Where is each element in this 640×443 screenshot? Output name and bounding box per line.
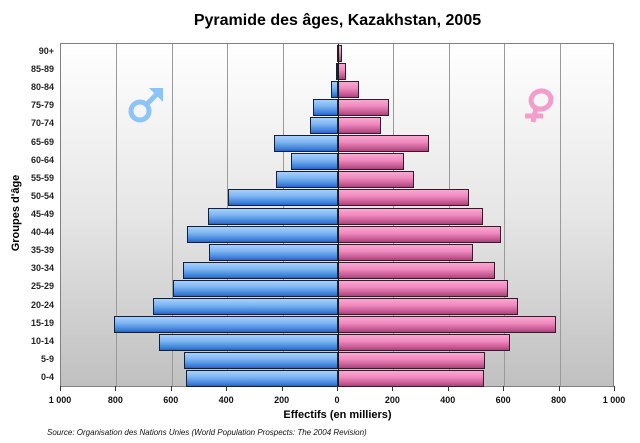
x-tick-label: 600 — [163, 395, 179, 405]
x-tick-mark — [281, 386, 283, 391]
gridline — [504, 44, 506, 386]
female-bar-5-9 — [338, 352, 486, 370]
female-bar-65-69 — [338, 135, 430, 153]
x-tick-mark — [503, 386, 505, 391]
female-bar-40-44 — [338, 225, 502, 243]
x-tick-label: 200 — [384, 395, 400, 405]
y-tick-label: 35-39 — [30, 245, 54, 256]
male-bar-30-34 — [183, 261, 338, 279]
x-tick-label: 800 — [551, 395, 567, 405]
y-tick-label: 10-14 — [30, 335, 54, 346]
y-tick-label: 55-59 — [30, 172, 54, 183]
male-symbol-icon — [128, 88, 163, 123]
y-tick-label: 5-9 — [40, 353, 54, 364]
male-bar-45-49 — [208, 207, 338, 225]
y-tick-label: 50-54 — [30, 190, 54, 201]
male-bar-50-54 — [227, 189, 338, 207]
male-bar-70-74 — [310, 116, 338, 134]
male-bar-10-14 — [159, 334, 338, 352]
x-tick-mark — [60, 386, 61, 391]
x-tick-mark — [558, 386, 560, 391]
y-tick-label: 60-64 — [30, 154, 54, 165]
x-axis-label: Effectifs (en milliers) — [283, 409, 392, 421]
x-tick-mark — [337, 386, 338, 391]
y-tick-label: 25-29 — [30, 281, 54, 292]
male-bar-75-79 — [313, 98, 338, 116]
x-tick-mark — [115, 386, 117, 391]
female-bar-80-84 — [338, 80, 359, 98]
x-tick-label: 600 — [495, 395, 511, 405]
source-note: Source: Organisation des Nations Unies (… — [47, 428, 367, 437]
x-tick-label: 0 — [334, 395, 340, 405]
female-bar-20-24 — [338, 298, 518, 316]
male-bar-55-59 — [275, 171, 338, 189]
female-bar-30-34 — [338, 261, 495, 279]
zero-axis-line — [338, 44, 339, 386]
male-bar-25-29 — [172, 279, 338, 297]
female-bar-0-4 — [338, 370, 484, 388]
y-tick-label: 75-79 — [30, 100, 54, 111]
female-bar-15-19 — [338, 316, 556, 334]
female-symbol-icon — [525, 88, 554, 123]
y-tick-label: 65-69 — [30, 136, 54, 147]
female-bar-60-64 — [338, 153, 404, 171]
female-bar-45-49 — [338, 207, 484, 225]
gridline — [116, 44, 118, 386]
gridline — [171, 44, 173, 386]
y-tick-label: 45-49 — [30, 209, 54, 219]
x-tick-label: 1 000 — [602, 395, 626, 405]
female-bar-55-59 — [338, 171, 414, 189]
y-tick-label: 30-34 — [30, 263, 54, 274]
male-bar-85-89 — [335, 62, 338, 80]
female-bar-10-14 — [338, 334, 510, 352]
y-tick-label: 90+ — [38, 46, 54, 57]
x-tick-mark — [170, 386, 172, 391]
y-tick-label: 70-74 — [30, 118, 54, 129]
female-bar-75-79 — [338, 98, 390, 116]
male-bar-15-19 — [113, 316, 338, 334]
male-bar-65-69 — [273, 135, 338, 153]
x-tick-mark — [614, 386, 615, 391]
female-bar-50-54 — [338, 189, 470, 207]
x-tick-mark — [392, 386, 394, 391]
x-tick-label: 400 — [440, 395, 456, 405]
y-tick-label: 85-89 — [30, 64, 54, 75]
x-tick-label: 400 — [218, 395, 234, 405]
male-bar-60-64 — [291, 153, 338, 171]
male-bar-0-4 — [185, 370, 338, 388]
plot-area — [60, 43, 614, 388]
x-tick-mark — [226, 386, 228, 391]
male-bar-80-84 — [331, 80, 338, 98]
male-bar-40-44 — [187, 225, 338, 243]
x-tick-label: 1 000 — [48, 395, 72, 405]
y-tick-label: 80-84 — [30, 82, 54, 93]
x-tick-label: 800 — [107, 395, 123, 405]
y-tick-label: 0-4 — [40, 371, 54, 382]
female-bar-85-89 — [338, 62, 347, 80]
y-tick-label: 15-19 — [30, 317, 54, 328]
x-tick-label: 200 — [274, 395, 290, 405]
chart-title: Pyramide des âges, Kazakhstan, 2005 — [193, 12, 482, 29]
gridline — [559, 44, 561, 386]
x-tick-mark — [447, 386, 449, 391]
male-bar-35-39 — [209, 243, 338, 261]
y-tick-label: 40-44 — [30, 227, 54, 238]
female-bar-35-39 — [338, 243, 473, 261]
y-tick-label: 20-24 — [30, 299, 54, 310]
male-bar-5-9 — [183, 352, 338, 370]
female-bar-25-29 — [338, 279, 508, 297]
female-bar-70-74 — [338, 116, 381, 134]
male-bar-20-24 — [153, 298, 338, 316]
